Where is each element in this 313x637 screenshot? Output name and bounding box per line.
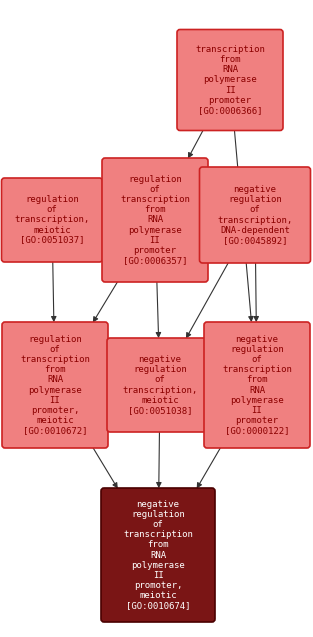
- Text: negative
regulation
of
transcription
from
RNA
polymerase
II
promoter,
meiotic
[G: negative regulation of transcription fro…: [123, 500, 193, 610]
- Text: negative
regulation
of
transcription,
DNA-dependent
[GO:0045892]: negative regulation of transcription, DN…: [217, 185, 293, 245]
- FancyBboxPatch shape: [2, 178, 102, 262]
- Text: negative
regulation
of
transcription
from
RNA
polymerase
II
promoter
[GO:0000122: negative regulation of transcription fro…: [222, 335, 292, 434]
- Text: regulation
of
transcription
from
RNA
polymerase
II
promoter
[GO:0006357]: regulation of transcription from RNA pol…: [120, 175, 190, 265]
- Text: regulation
of
transcription
from
RNA
polymerase
II
promoter,
meiotic
[GO:0010672: regulation of transcription from RNA pol…: [20, 335, 90, 434]
- FancyBboxPatch shape: [199, 167, 310, 263]
- FancyBboxPatch shape: [2, 322, 108, 448]
- FancyBboxPatch shape: [177, 29, 283, 131]
- FancyBboxPatch shape: [102, 158, 208, 282]
- FancyBboxPatch shape: [101, 488, 215, 622]
- FancyBboxPatch shape: [107, 338, 213, 432]
- Text: transcription
from
RNA
polymerase
II
promoter
[GO:0006366]: transcription from RNA polymerase II pro…: [195, 45, 265, 115]
- Text: regulation
of
transcription,
meiotic
[GO:0051037]: regulation of transcription, meiotic [GO…: [14, 196, 90, 245]
- Text: negative
regulation
of
transcription,
meiotic
[GO:0051038]: negative regulation of transcription, me…: [122, 355, 198, 415]
- FancyBboxPatch shape: [204, 322, 310, 448]
